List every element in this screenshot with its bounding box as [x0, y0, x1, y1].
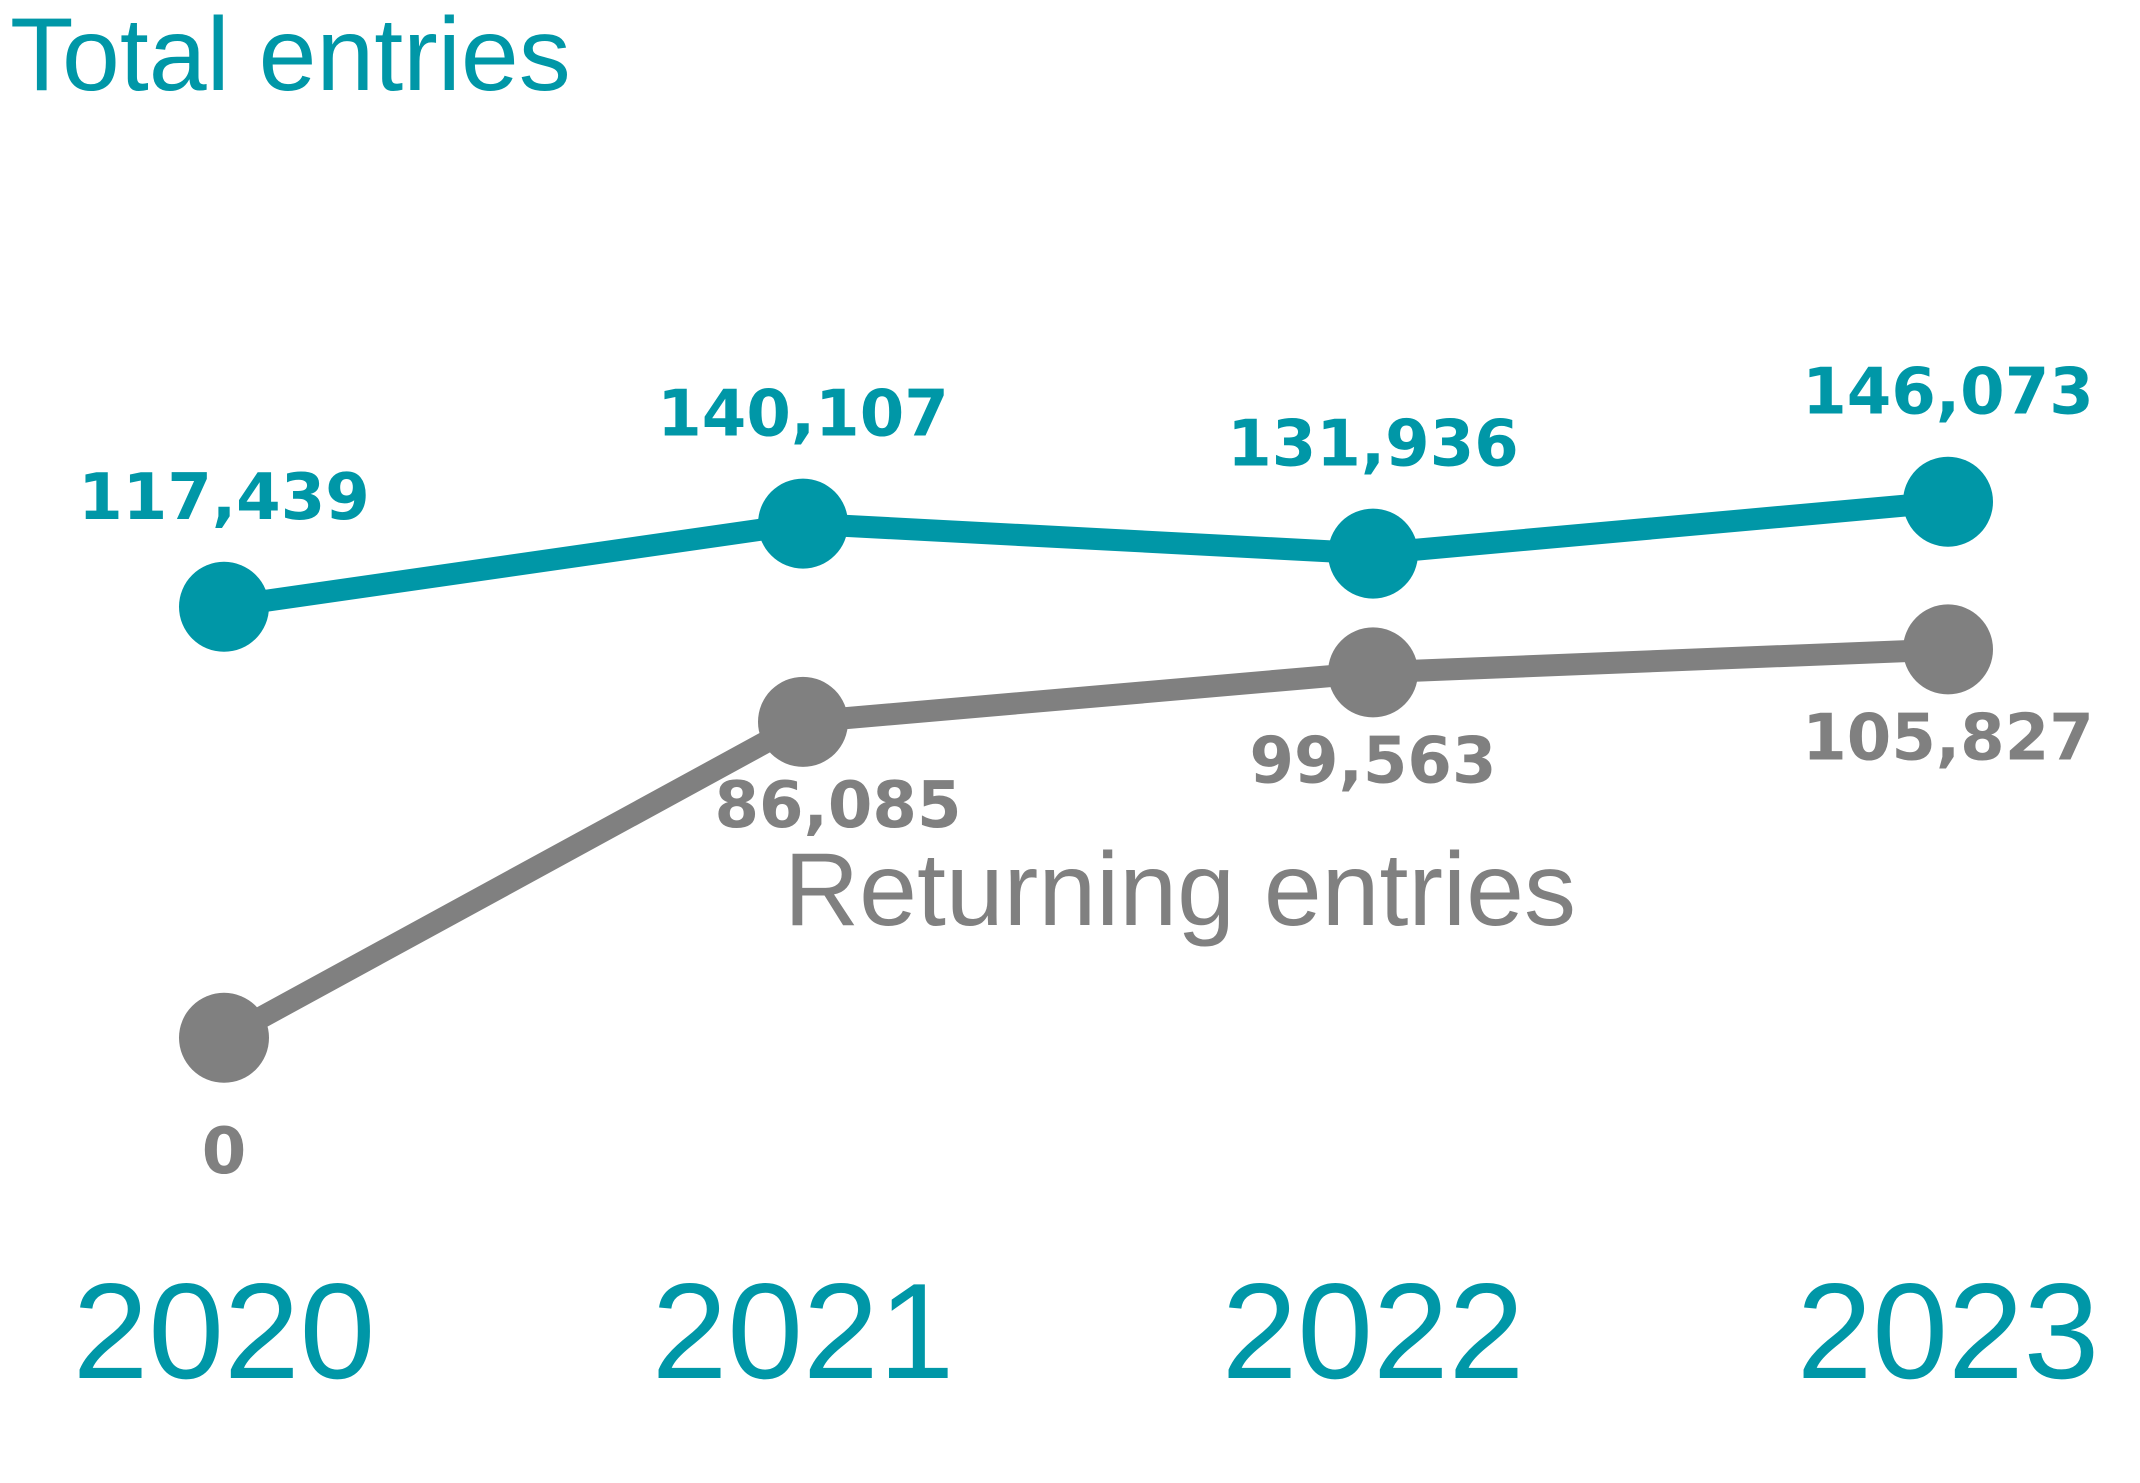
data-point-total-entries-2020	[179, 561, 269, 652]
series-line-total-entries	[222, 490, 1949, 618]
data-labels: 117,439 140,107 131,936 146,073 0 86,085 99,56…	[78, 356, 2094, 1189]
data-point-returning-entries-2023	[1903, 604, 1993, 695]
data-point-total-entries-2023	[1903, 456, 1993, 547]
data-label-returning-entries-2022: 99,563	[1250, 724, 1497, 798]
series-lines	[218, 490, 1949, 1048]
x-tick-label-2020: 2020	[73, 1255, 376, 1407]
data-label-returning-entries-2023: 105,827	[1802, 701, 2094, 775]
data-label-total-entries-2022: 131,936	[1227, 408, 1519, 482]
x-tick-label-2023: 2023	[1797, 1255, 2100, 1407]
data-point-total-entries-2021	[758, 478, 848, 569]
x-axis-tick-labels: 2020 2021 2022 2023	[73, 1255, 2100, 1407]
series-label-total-entries: Total entries	[10, 0, 571, 113]
data-label-total-entries-2023: 146,073	[1802, 356, 2094, 430]
data-point-total-entries-2022	[1328, 508, 1418, 599]
data-point-returning-entries-2022	[1328, 627, 1418, 718]
data-label-total-entries-2021: 140,107	[657, 378, 949, 452]
series-line-returning-entries	[218, 638, 1949, 1048]
series-label-returning-entries: Returning entries	[784, 832, 1576, 948]
data-label-returning-entries-2021: 86,085	[715, 769, 962, 843]
series-points	[179, 456, 1993, 1083]
x-tick-label-2022: 2022	[1222, 1255, 1525, 1407]
data-point-returning-entries-2020	[179, 992, 269, 1083]
data-label-total-entries-2020: 117,439	[78, 461, 370, 535]
data-point-returning-entries-2021	[758, 676, 848, 767]
data-label-returning-entries-2020: 0	[202, 1115, 247, 1189]
x-tick-label-2021: 2021	[652, 1255, 955, 1407]
